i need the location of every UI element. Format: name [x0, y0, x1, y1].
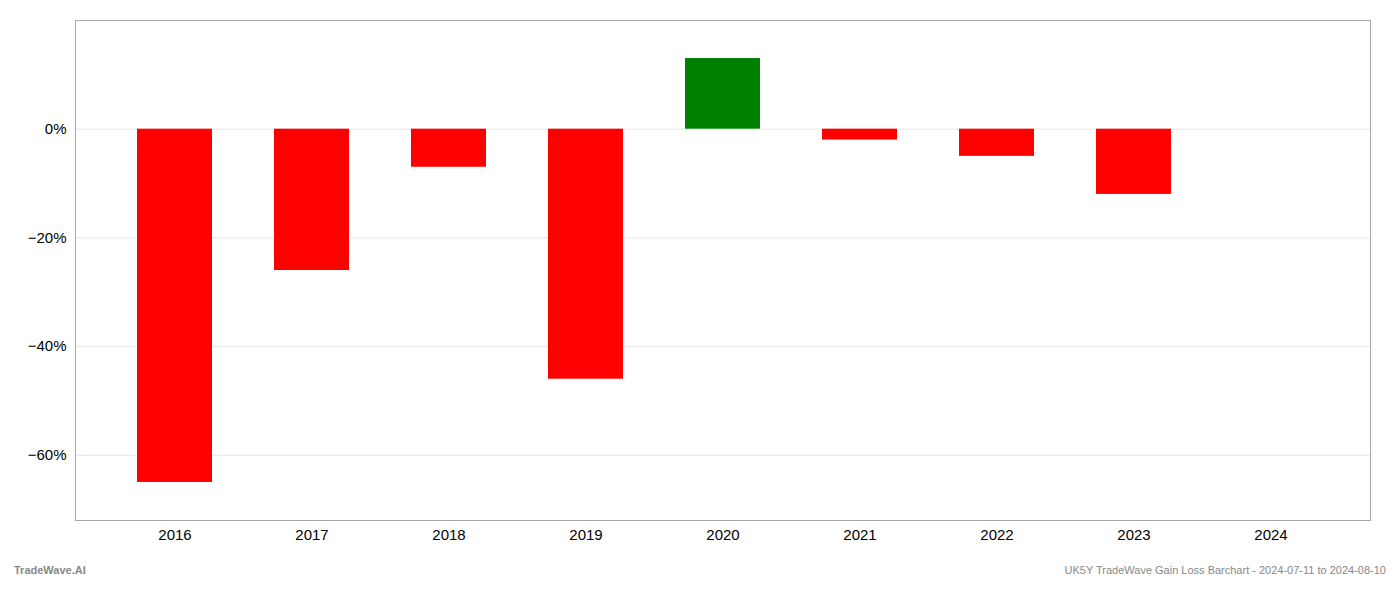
svg-text:2018: 2018: [432, 526, 465, 543]
svg-text:2019: 2019: [569, 526, 602, 543]
svg-text:−40%: −40%: [28, 337, 67, 354]
html-text:TradeWave.AI: TradeWave.AI: [14, 564, 86, 576]
svg-text:2021: 2021: [843, 526, 876, 543]
svg-text:2023: 2023: [1117, 526, 1150, 543]
svg-text:−20%: −20%: [28, 229, 67, 246]
svg-text:0%: 0%: [45, 120, 67, 137]
svg-text:2017: 2017: [295, 526, 328, 543]
svg-text:−60%: −60%: [28, 446, 67, 463]
svg-text:2016: 2016: [158, 526, 191, 543]
html-text:UK5Y TradeWave Gain Loss Barch: UK5Y TradeWave Gain Loss Barchart - 2024…: [1064, 564, 1386, 576]
svg-text:2024: 2024: [1254, 526, 1287, 543]
svg-text:2020: 2020: [706, 526, 739, 543]
svg-text:2022: 2022: [980, 526, 1013, 543]
